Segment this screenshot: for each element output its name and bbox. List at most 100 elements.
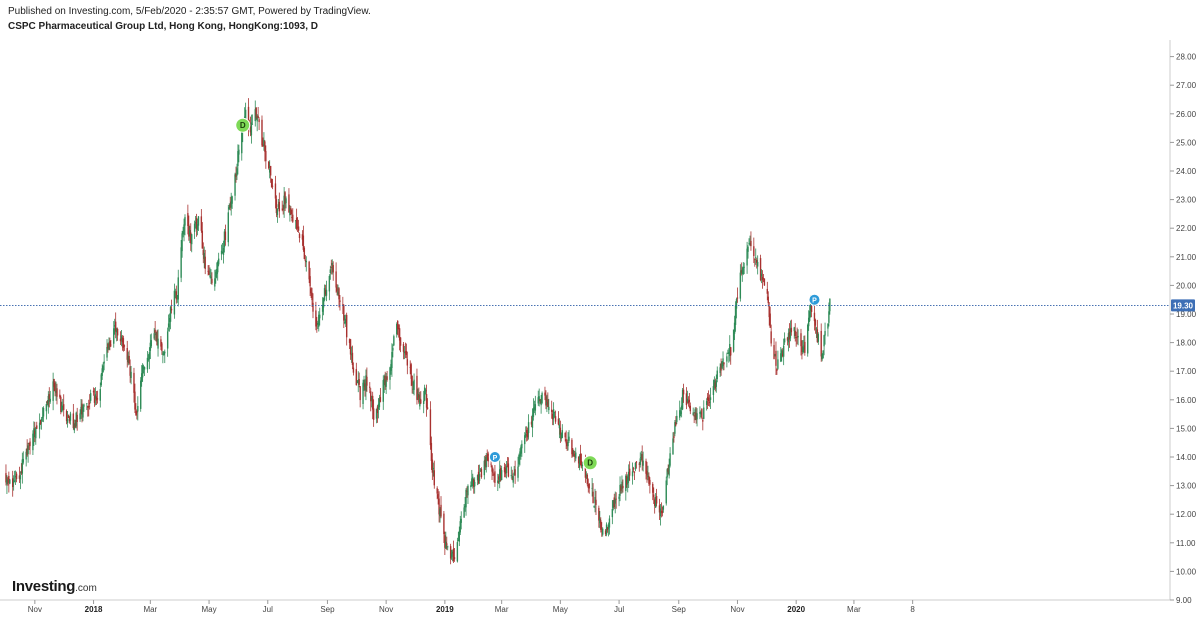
candle-body xyxy=(572,450,574,456)
candle-body xyxy=(727,353,729,355)
candle-body xyxy=(485,456,487,468)
candle-body xyxy=(761,276,764,281)
candle-body xyxy=(432,467,435,470)
candle-body xyxy=(119,338,122,342)
candle-body xyxy=(328,275,331,292)
candle-body xyxy=(554,416,557,422)
candle-body xyxy=(229,204,231,208)
candle-body xyxy=(339,300,341,302)
candle-body xyxy=(735,299,738,309)
candle-body xyxy=(667,468,669,472)
candle-body xyxy=(308,261,310,280)
candle-body xyxy=(397,320,399,329)
candle-body xyxy=(436,488,438,494)
candle-body xyxy=(417,394,419,398)
candle-body xyxy=(503,466,506,473)
candle-body xyxy=(247,106,250,127)
candle-body xyxy=(457,540,460,542)
candle-body xyxy=(169,306,172,322)
candle-body xyxy=(424,390,427,392)
candle-body xyxy=(358,379,360,385)
candle-body xyxy=(14,475,17,478)
candle-body xyxy=(585,474,588,476)
candle-body xyxy=(238,149,240,155)
candle-body xyxy=(547,399,549,408)
candle-body xyxy=(262,144,264,147)
candle-body xyxy=(521,443,523,449)
candle-body xyxy=(195,218,198,230)
candle-body xyxy=(231,196,233,204)
price-tick-label: 13.00 xyxy=(1176,482,1197,491)
price-tick-label: 18.00 xyxy=(1176,339,1197,348)
candle-body xyxy=(696,413,698,420)
candle-body xyxy=(389,367,391,380)
candle-body xyxy=(317,322,319,325)
candle-body xyxy=(382,380,384,402)
candle-body xyxy=(723,362,725,365)
candle-body xyxy=(184,217,186,226)
candle-body xyxy=(130,371,132,378)
candle-body xyxy=(49,398,51,402)
candle-body xyxy=(742,267,744,275)
candle-body xyxy=(776,369,778,371)
candle-body xyxy=(574,453,576,457)
candle-body xyxy=(634,462,637,470)
candle-body xyxy=(345,314,348,338)
candle-body xyxy=(565,439,567,444)
candle-body xyxy=(463,507,465,518)
candle-body xyxy=(12,478,14,488)
candle-body xyxy=(790,327,793,333)
candle-body xyxy=(188,224,190,237)
candle-body xyxy=(766,288,768,294)
time-tick-label: Sep xyxy=(320,605,335,614)
candle-body xyxy=(281,208,283,210)
candle-body xyxy=(103,361,105,364)
candle-body xyxy=(628,471,630,481)
candle-body xyxy=(534,404,537,411)
candle-body xyxy=(66,418,69,424)
candle-body xyxy=(102,365,104,372)
candle-body xyxy=(264,141,266,152)
candle-body xyxy=(352,367,355,373)
candle-body xyxy=(80,406,82,415)
candle-body xyxy=(577,456,580,464)
candle-body xyxy=(27,445,29,455)
candle-body xyxy=(419,398,421,407)
candle-body xyxy=(655,496,658,504)
candle-body xyxy=(107,343,109,349)
candle-body xyxy=(747,246,749,252)
candle-body xyxy=(391,351,393,368)
candle-body xyxy=(36,425,38,429)
candle-body xyxy=(706,396,709,401)
candle-body xyxy=(700,412,702,415)
candle-body xyxy=(592,491,594,504)
candle-body xyxy=(769,313,771,328)
candle-body xyxy=(567,442,569,447)
candle-body xyxy=(641,454,643,462)
candle-body xyxy=(730,347,732,356)
candle-body xyxy=(180,247,182,278)
candle-body xyxy=(756,259,758,263)
candle-body xyxy=(201,230,204,249)
candle-body xyxy=(544,392,546,396)
candle-body xyxy=(573,451,575,453)
candle-body xyxy=(571,439,573,455)
candle-body xyxy=(513,472,515,474)
candle-body xyxy=(675,422,677,426)
candle-body xyxy=(196,224,199,230)
candle-body xyxy=(649,479,651,485)
candle-body xyxy=(322,297,325,308)
candle-body xyxy=(430,442,433,461)
candle-body xyxy=(519,451,521,457)
candle-body xyxy=(56,388,58,397)
candle-body xyxy=(560,434,563,439)
candle-body xyxy=(87,405,89,408)
price-tick-label: 10.00 xyxy=(1176,567,1197,576)
candle-body xyxy=(193,223,196,232)
candle-body xyxy=(154,329,156,333)
candle-body xyxy=(372,408,375,420)
candle-body xyxy=(211,278,213,284)
candle-body xyxy=(613,497,615,508)
candle-body xyxy=(701,408,703,418)
